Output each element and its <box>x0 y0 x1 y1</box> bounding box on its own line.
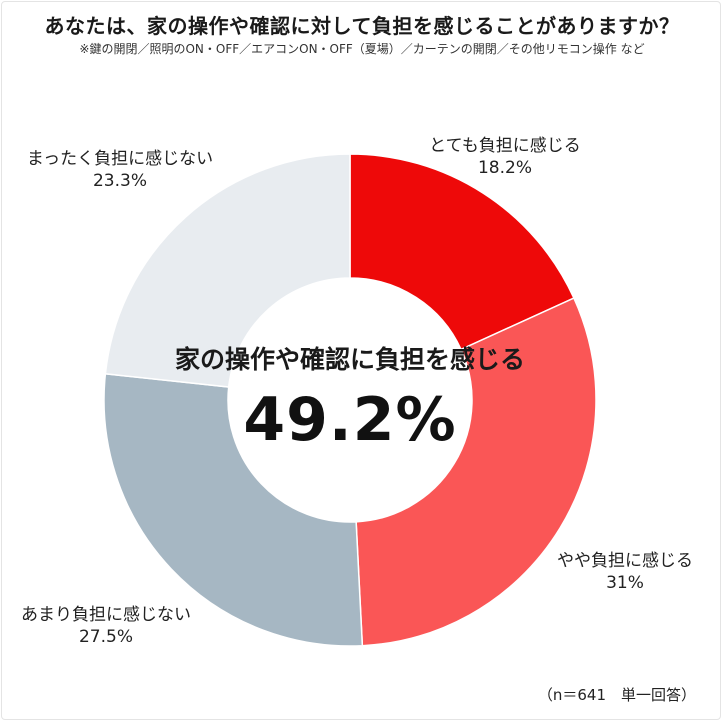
slice-label-3-value: 23.3% <box>92 171 147 191</box>
slice-3 <box>104 153 351 388</box>
chart-subtitle: ※鍵の開閉／照明のON・OFF／エアコンON・OFF（夏場）／カーテンの開閉／そ… <box>79 42 645 56</box>
slice-label-1-value: 31% <box>606 573 644 593</box>
center-caption: 家の操作や確認に負担を感じる <box>174 345 525 374</box>
slice-2 <box>103 372 364 647</box>
slice-label-3-name: まったく負担に感じない <box>26 149 214 169</box>
slice-0 <box>349 153 575 351</box>
slice-label-3: まったく負担に感じない 23.3% <box>10 148 230 192</box>
chart-title: あなたは、家の操作や確認に対して負担を感じることがありますか？ <box>44 14 680 38</box>
slice-1 <box>355 297 597 647</box>
slice-label-0-name: とても負担に感じる <box>429 136 581 156</box>
slice-label-0-value: 18.2% <box>477 158 532 178</box>
slice-label-0: とても負担に感じる 18.2% <box>400 135 610 179</box>
center-value: 49.2% <box>243 385 457 455</box>
sample-note: （n＝641 単一回答） <box>537 686 696 704</box>
slice-label-1: やや負担に感じる 31% <box>535 550 715 594</box>
slice-label-2-value: 27.5% <box>78 627 133 647</box>
slice-label-2-name: あまり負担に感じない <box>21 605 191 625</box>
slice-label-2: あまり負担に感じない 27.5% <box>0 604 212 648</box>
slice-label-1-name: やや負担に感じる <box>557 551 693 571</box>
